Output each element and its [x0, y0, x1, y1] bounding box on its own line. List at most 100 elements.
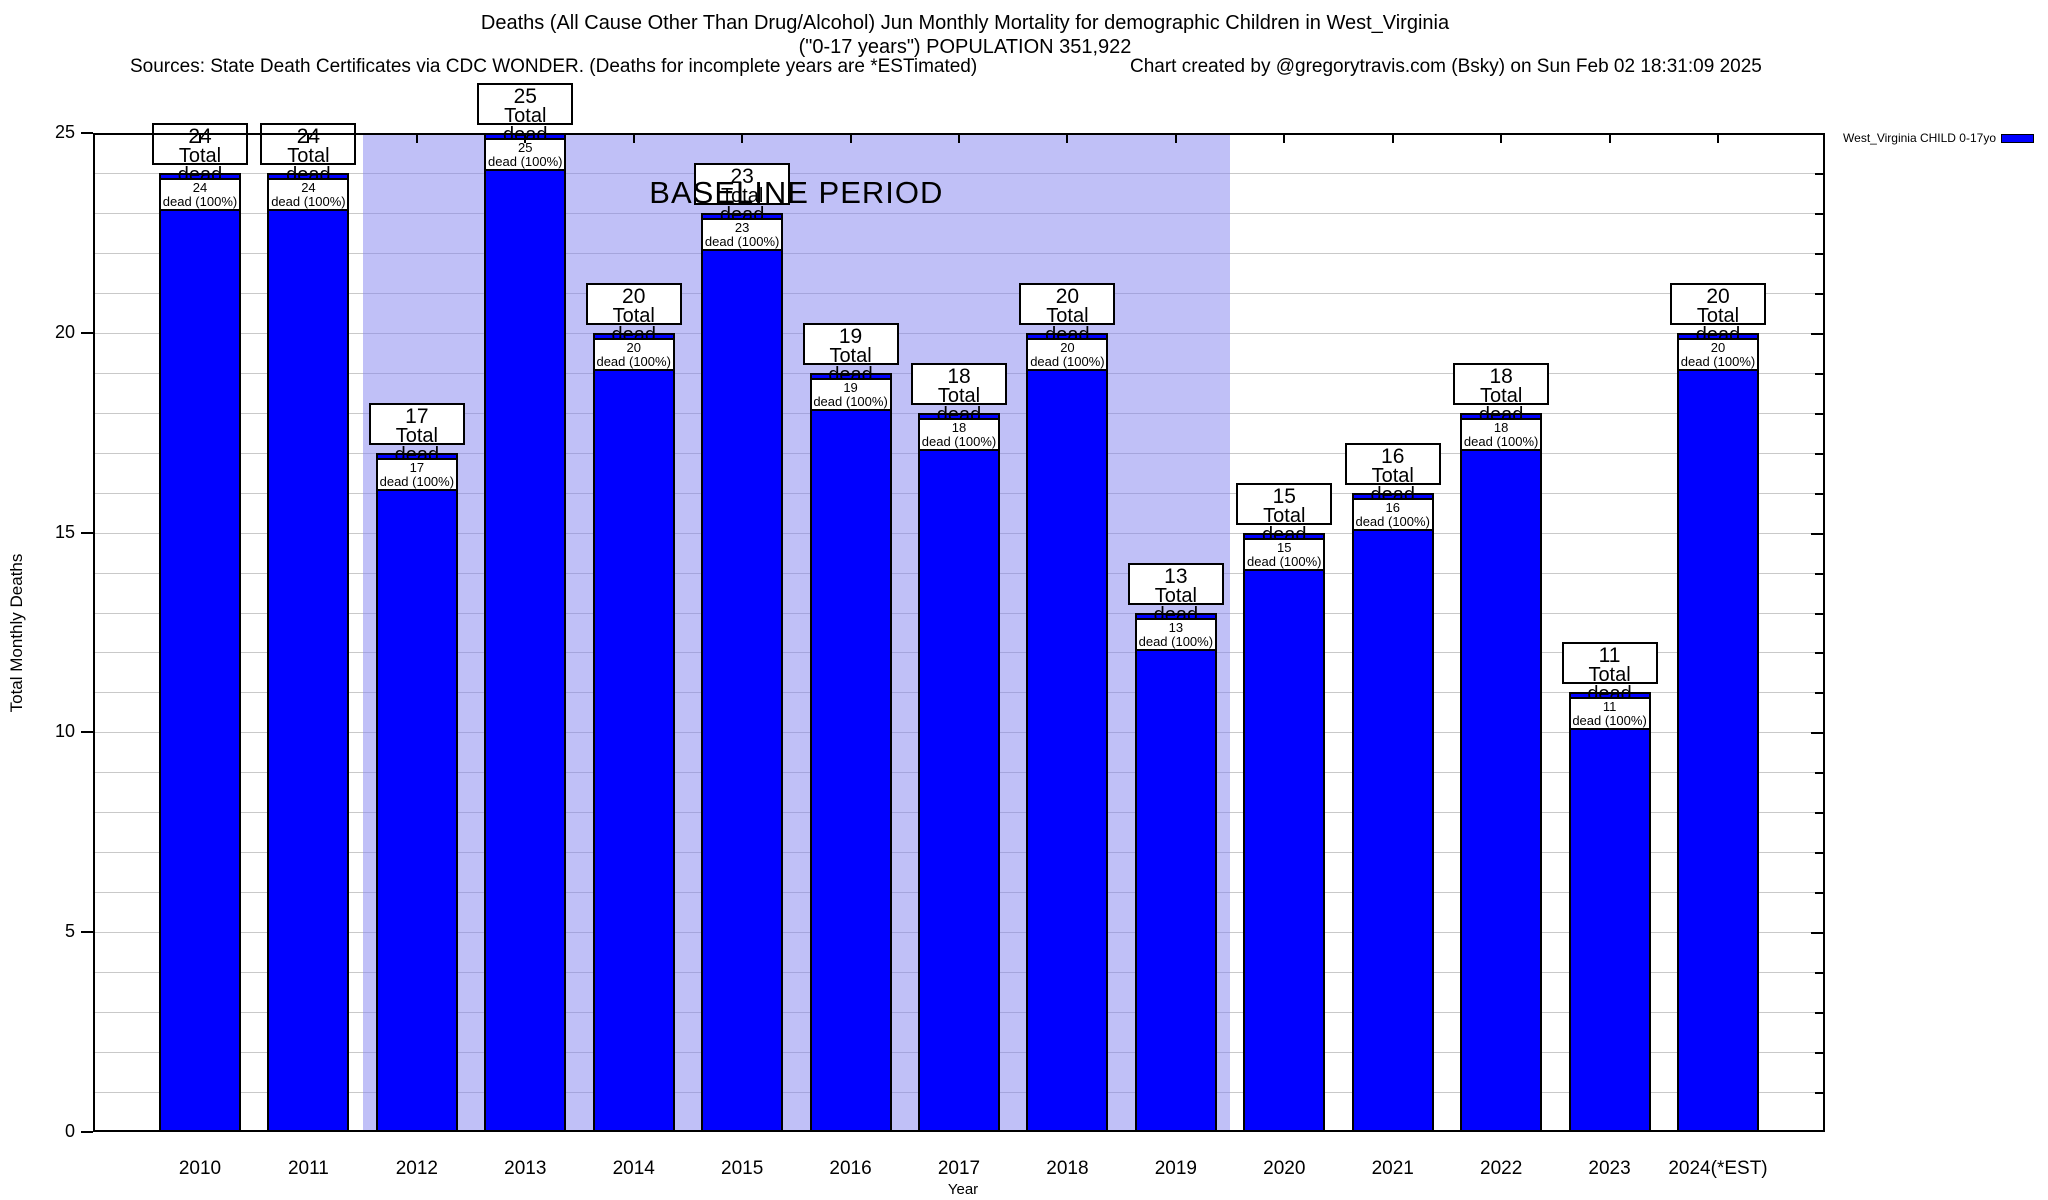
x-tick-top	[1283, 133, 1286, 143]
bar-total-value: 20	[1706, 284, 1730, 308]
bar-total-label: 20 Total dead	[1019, 282, 1116, 345]
bar-inner-value: 18	[1493, 419, 1509, 435]
bar-total-value: 11	[1598, 644, 1621, 668]
x-tick-label: 2021	[1371, 1158, 1414, 1179]
y-tick-label: 5	[64, 921, 75, 942]
bar-2022	[1460, 412, 1543, 1132]
bar-inner-value: 20	[1710, 339, 1726, 355]
y-major-tick	[81, 931, 93, 934]
y-tick-label: 25	[54, 122, 75, 142]
bar-total-label: 15 Total dead	[1236, 482, 1333, 545]
bar-2024(*EST)	[1677, 332, 1759, 1132]
x-tick-label: 2015	[721, 1158, 764, 1179]
bar-inner-text: dead (100%)	[1138, 633, 1214, 649]
y-minor-tick-right	[1815, 1052, 1823, 1055]
y-major-tick	[81, 531, 93, 534]
bar-inner-label: 19 dead (100%)	[809, 377, 892, 411]
y-major-tick	[81, 1131, 93, 1133]
credit-note: Chart created by @gregorytravis.com (Bsk…	[1130, 56, 1762, 77]
bar-total-value: 20	[1055, 284, 1080, 308]
bar-total-label: 24Total dead	[260, 122, 357, 185]
bar-inner-value: 19	[843, 379, 858, 395]
bar-inner-value: 18	[951, 419, 967, 435]
x-tick-top	[741, 133, 744, 143]
bar-2017	[918, 412, 1000, 1132]
bar-2018	[1026, 332, 1109, 1132]
bar-inner-label: 20 dead (100%)	[1026, 337, 1109, 371]
y-minor-tick-right	[1815, 412, 1823, 415]
y-minor-tick-right	[1815, 212, 1823, 215]
bar-2020	[1243, 532, 1326, 1132]
bar-inner-value: 24	[301, 179, 316, 195]
y-minor-tick-right	[1815, 772, 1823, 775]
bar-total-value: 18	[947, 364, 971, 388]
bar-2016	[809, 372, 892, 1132]
bar-inner-text: dead (100%)	[596, 353, 671, 369]
bar-inner-value: 24	[192, 179, 208, 195]
y-minor-tick-right	[1811, 332, 1823, 335]
y-minor-tick-right	[1815, 172, 1823, 175]
bar-inner-text: dead (100%)	[1680, 353, 1756, 369]
bar-inner-value: 13	[1168, 619, 1184, 635]
y-minor-tick-right	[1815, 1092, 1823, 1095]
bar-total-label: 16 Total dead	[1344, 442, 1441, 505]
bar-total-value: 23	[730, 164, 754, 188]
y-minor-tick-right	[1815, 1012, 1823, 1015]
y-minor-tick-right	[1815, 492, 1823, 495]
y-minor-tick-right	[1811, 532, 1823, 535]
y-minor-tick-right	[1815, 892, 1823, 895]
bar-inner-label: 15 dead (100%)	[1243, 537, 1326, 571]
y-tick-label: 15	[54, 521, 75, 542]
bar-inner-value: 17	[409, 459, 425, 475]
bar-total-label: 24Total dead	[152, 122, 248, 185]
bar-2019	[1134, 612, 1217, 1132]
x-tick-top	[849, 133, 852, 143]
bar-2014	[592, 332, 675, 1132]
bar-inner-text: dead (100%)	[1247, 553, 1322, 569]
bar-2012	[375, 452, 458, 1132]
bar-total-value: 13	[1164, 564, 1188, 588]
x-tick-label: 2013	[504, 1158, 547, 1179]
bar-inner-text: dead (100%)	[1572, 713, 1647, 729]
bar-inner-label: 23 dead (100%)	[701, 217, 784, 251]
bar-total-label: 11 Total dead	[1561, 642, 1658, 704]
bar-inner-text: dead (100%)	[921, 433, 997, 449]
bar-total-value: 16	[1381, 444, 1405, 468]
x-tick-top	[1608, 133, 1611, 143]
bar-inner-text: dead (100%)	[1355, 513, 1430, 529]
legend-swatch	[2001, 134, 2034, 143]
bar-inner-text: dead (100%)	[1463, 433, 1539, 449]
y-minor-tick-right	[1815, 292, 1823, 295]
bar-total-label: 17 Total dead	[368, 402, 465, 465]
bar-total-label: 20 Total dead	[1670, 282, 1766, 345]
sources-note: Sources: State Death Certificates via CD…	[130, 56, 978, 77]
y-minor-tick-right	[1811, 732, 1823, 735]
y-minor-tick-right	[1811, 932, 1823, 935]
bar-inner-text: dead (100%)	[1030, 353, 1105, 369]
x-tick-label: 2016	[829, 1158, 872, 1179]
bar-total-value: 15	[1272, 484, 1296, 508]
x-tick-top	[524, 133, 527, 143]
bar-inner-label: 18 dead (100%)	[1460, 417, 1543, 451]
x-tick-label: 2018	[1046, 1158, 1089, 1179]
y-minor-tick-right	[1815, 612, 1823, 615]
bar-total-value: 25	[513, 85, 537, 108]
x-tick-top	[1174, 133, 1177, 143]
x-tick-top	[307, 133, 310, 143]
bar-total-value: 17	[405, 404, 429, 428]
bar-inner-label: 20 dead (100%)	[592, 337, 675, 371]
x-tick-label: 2012	[395, 1158, 438, 1179]
bar-inner-label: 11 dead (100%)	[1568, 697, 1651, 731]
y-minor-tick-right	[1815, 812, 1823, 815]
bar-inner-value: 15	[1277, 539, 1292, 555]
bar-inner-text: dead (100%)	[271, 193, 346, 209]
y-minor-tick-right	[1815, 572, 1823, 575]
bar-inner-label: 24 dead (100%)	[159, 177, 241, 211]
y-minor-tick-right	[1815, 252, 1823, 255]
bar-2010	[159, 172, 241, 1132]
bar-total-value: 19	[838, 324, 863, 348]
bar-inner-value: 20	[626, 339, 641, 355]
bar-total-label: 18 Total dead	[911, 362, 1007, 425]
chart-title-line1: Deaths (All Cause Other Than Drug/Alcoho…	[480, 12, 1450, 34]
